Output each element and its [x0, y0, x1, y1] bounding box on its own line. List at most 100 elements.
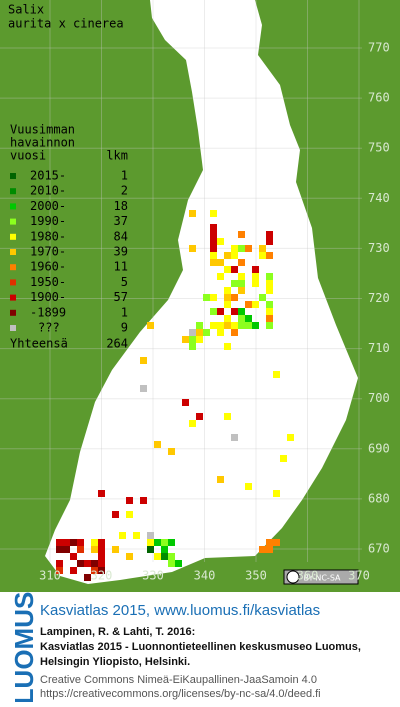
legend-count: 37	[114, 214, 128, 228]
legend-swatch	[10, 264, 16, 271]
observation-square	[70, 553, 77, 560]
observation-square	[210, 252, 217, 259]
legend-swatch	[10, 325, 16, 331]
observation-square	[196, 413, 203, 420]
observation-square	[77, 546, 84, 553]
observation-square	[161, 546, 168, 553]
observation-square	[126, 497, 133, 504]
observation-square	[203, 329, 210, 336]
observation-square	[238, 287, 245, 294]
license-line: Creative Commons Nimeä-EiKaupallinen-Jaa…	[40, 674, 317, 686]
observation-square	[189, 336, 196, 343]
observation-square	[224, 315, 231, 322]
observation-square	[245, 315, 252, 322]
observation-square	[266, 546, 273, 553]
observation-square	[266, 301, 273, 308]
legend-swatch	[10, 279, 16, 286]
observation-square	[217, 273, 224, 280]
observation-square	[266, 322, 273, 329]
legend-count: 39	[114, 245, 128, 259]
observation-square	[84, 560, 91, 567]
legend-count: 2	[121, 184, 128, 198]
observation-square	[98, 546, 105, 553]
x-tick-label: 370	[348, 569, 370, 583]
logo: LUOMUS	[9, 592, 39, 702]
observation-square	[217, 238, 224, 245]
observation-square	[259, 245, 266, 252]
observation-square	[224, 413, 231, 420]
y-tick-label: 750	[368, 141, 390, 155]
legend-swatch	[10, 309, 16, 316]
observation-square	[210, 210, 217, 217]
x-tick-label: 340	[194, 569, 216, 583]
observation-square	[126, 511, 133, 518]
observation-square	[147, 532, 154, 539]
observation-square	[259, 294, 266, 301]
observation-square	[231, 322, 238, 329]
observation-square	[70, 539, 77, 546]
legend-count: 57	[114, 290, 128, 304]
observation-square	[231, 294, 238, 301]
observation-square	[98, 560, 105, 567]
observation-square	[63, 539, 70, 546]
legend-swatch	[10, 218, 16, 225]
citation-line: Helsingin Yliopisto, Helsinki.	[40, 656, 190, 668]
observation-square	[252, 322, 259, 329]
observation-square	[91, 546, 98, 553]
legend-label: 1990-	[30, 214, 66, 228]
observation-square	[112, 511, 119, 518]
observation-square	[98, 567, 105, 574]
legend-heading: Vuusimman	[10, 123, 75, 137]
observation-square	[238, 259, 245, 266]
observation-square	[161, 539, 168, 546]
legend-label: 1950-	[30, 275, 66, 289]
observation-square	[217, 259, 224, 266]
observation-square	[98, 490, 105, 497]
observation-square	[231, 245, 238, 252]
y-tick-label: 730	[368, 241, 390, 255]
y-tick-label: 700	[368, 391, 390, 405]
badge-text: BY-NC-SA	[303, 574, 341, 583]
observation-square	[210, 322, 217, 329]
observation-square	[140, 357, 147, 364]
observation-square	[238, 315, 245, 322]
legend-total-label: Yhteensä	[10, 337, 68, 351]
observation-square	[196, 329, 203, 336]
observations	[56, 210, 294, 581]
observation-square	[133, 532, 140, 539]
legend-count: 1	[121, 305, 128, 319]
observation-square	[273, 371, 280, 378]
y-tick-label: 740	[368, 191, 390, 205]
y-tick-label: 770	[368, 41, 390, 55]
legend-count: 9	[121, 321, 128, 335]
observation-square	[84, 574, 91, 581]
observation-square	[210, 259, 217, 266]
observation-square	[210, 231, 217, 238]
observation-square	[224, 266, 231, 273]
observation-square	[91, 560, 98, 567]
legend-label: 2015-	[30, 169, 66, 183]
observation-square	[77, 539, 84, 546]
license-badge: BY-NC-SA	[283, 569, 359, 585]
legend-label: 2000-	[30, 199, 66, 213]
observation-square	[91, 539, 98, 546]
legend-count: 11	[114, 260, 128, 274]
observation-square	[154, 539, 161, 546]
observation-square	[168, 560, 175, 567]
observation-square	[266, 287, 273, 294]
headline: Kasviatlas 2015, www.luomus.fi/kasviatla…	[40, 602, 320, 619]
legend-count: 84	[114, 229, 128, 243]
legend-count: 5	[121, 275, 128, 289]
observation-square	[231, 308, 238, 315]
observation-square	[56, 546, 63, 553]
y-tick-label: 670	[368, 542, 390, 556]
observation-square	[189, 210, 196, 217]
legend-label: 1980-	[30, 229, 66, 243]
x-tick-label: 320	[91, 569, 113, 583]
observation-square	[224, 343, 231, 350]
observation-square	[238, 273, 245, 280]
observation-square	[252, 301, 259, 308]
observation-square	[63, 546, 70, 553]
observation-square	[147, 322, 154, 329]
